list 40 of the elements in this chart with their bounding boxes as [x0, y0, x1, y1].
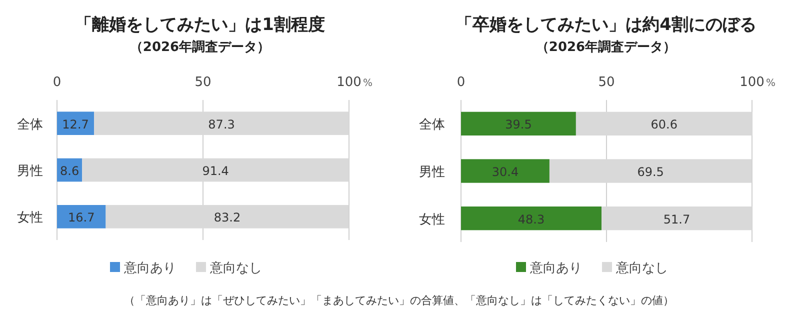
chart-title: 「卒婚をしてみたい」は約4割にのぼる — [456, 15, 756, 35]
y-tick-label: 女性 — [17, 210, 43, 226]
x-tick-label: 0 — [456, 75, 466, 90]
legend-label: 意向あり — [529, 261, 582, 276]
data-label: 39.5 — [505, 118, 532, 132]
y-tick-label: 男性 — [419, 165, 445, 180]
data-label: 69.5 — [637, 165, 664, 179]
x-axis-title: % — [363, 78, 373, 89]
data-label: 16.7 — [68, 210, 95, 225]
data-label: 83.2 — [214, 210, 241, 225]
y-tick-label: 女性 — [419, 212, 445, 228]
data-label: 48.3 — [518, 212, 545, 226]
bar — [461, 112, 576, 136]
legend-label: 意向なし — [615, 261, 668, 276]
x-tick-label: 50 — [598, 75, 615, 90]
legend-label: 意向なし — [209, 261, 262, 276]
chart-subtitle: （2026年調査データ） — [130, 39, 270, 55]
x-axis-title: % — [766, 78, 776, 89]
chart-subtitle: （2026年調査データ） — [536, 39, 676, 55]
bar — [461, 206, 602, 230]
data-label: 51.7 — [663, 212, 690, 226]
data-label: 8.6 — [60, 164, 80, 178]
legend-label: 意向あり — [123, 261, 176, 276]
x-tick-label: 0 — [52, 75, 62, 90]
data-label: 30.4 — [492, 165, 519, 179]
bar — [57, 205, 106, 228]
data-label: 87.3 — [208, 117, 235, 132]
y-tick-label: 全体 — [17, 117, 43, 132]
data-label: 12.7 — [62, 117, 89, 132]
x-tick-label: 100 — [740, 75, 764, 90]
data-label: 60.6 — [650, 118, 678, 132]
y-tick-label: 全体 — [419, 118, 445, 133]
text: （「意向あり」は「ぜひしてみたい」「まあしてみたい」の合算値、「意向なし」は「してみたくない」の値） — [124, 294, 674, 307]
bar — [57, 112, 94, 135]
x-tick-label: 100 — [336, 75, 362, 90]
bar — [461, 159, 550, 183]
x-tick-label: 50 — [194, 75, 212, 90]
chart-title: 「離婚をしてみたい」は1割程度 — [75, 15, 325, 35]
data-label: 91.4 — [202, 164, 229, 178]
y-tick-label: 男性 — [17, 164, 43, 179]
